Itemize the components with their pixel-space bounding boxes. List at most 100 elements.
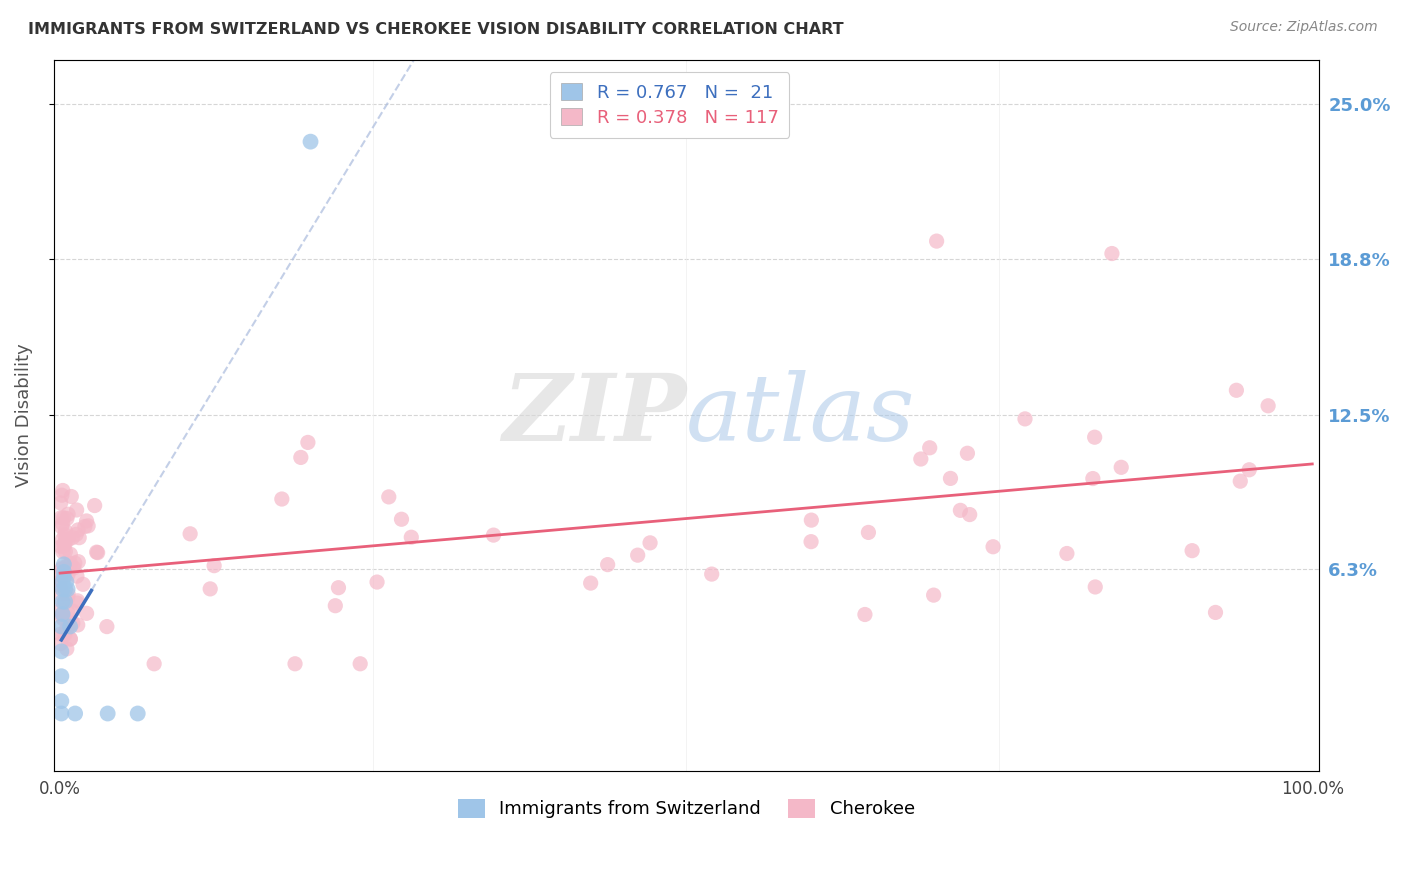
- Point: [49, 627, 72, 641]
- Point: [1181, 543, 1204, 558]
- Point: [1109, 460, 1132, 475]
- Point: [349, 657, 371, 671]
- Point: [270, 491, 292, 506]
- Point: [143, 657, 166, 671]
- Point: [66, 596, 89, 610]
- Point: [55, 533, 77, 547]
- Point: [52, 565, 75, 579]
- Point: [51, 706, 73, 721]
- Y-axis label: Vision Disability: Vision Disability: [15, 343, 32, 487]
- Point: [638, 536, 661, 550]
- Point: [949, 503, 972, 517]
- Point: [800, 534, 823, 549]
- Point: [67, 555, 90, 569]
- Point: [49, 540, 72, 554]
- Point: [401, 530, 423, 544]
- Point: [49, 580, 72, 594]
- Point: [52, 612, 75, 626]
- Point: [67, 531, 90, 545]
- Point: [981, 540, 1004, 554]
- Point: [1205, 606, 1227, 620]
- Point: [52, 627, 75, 641]
- Point: [51, 644, 73, 658]
- Point: [66, 594, 89, 608]
- Point: [1081, 471, 1104, 485]
- Point: [60, 531, 83, 545]
- Point: [55, 524, 77, 538]
- Point: [53, 537, 76, 551]
- Point: [482, 528, 505, 542]
- Point: [51, 669, 73, 683]
- Point: [1084, 430, 1107, 444]
- Text: Source: ZipAtlas.com: Source: ZipAtlas.com: [1230, 20, 1378, 34]
- Legend: Immigrants from Switzerland, Cherokee: Immigrants from Switzerland, Cherokee: [450, 792, 922, 826]
- Point: [49, 574, 72, 589]
- Point: [83, 499, 105, 513]
- Point: [59, 557, 82, 571]
- Point: [1257, 399, 1279, 413]
- Point: [922, 588, 945, 602]
- Point: [284, 657, 307, 671]
- Point: [49, 603, 72, 617]
- Point: [52, 570, 75, 584]
- Text: IMMIGRANTS FROM SWITZERLAND VS CHEROKEE VISION DISABILITY CORRELATION CHART: IMMIGRANTS FROM SWITZERLAND VS CHEROKEE …: [28, 22, 844, 37]
- Point: [853, 607, 876, 622]
- Point: [67, 523, 90, 537]
- Point: [86, 546, 108, 560]
- Point: [63, 561, 86, 575]
- Point: [66, 569, 89, 583]
- Point: [52, 483, 75, 498]
- Point: [59, 619, 82, 633]
- Point: [299, 135, 322, 149]
- Point: [700, 567, 723, 582]
- Point: [1056, 547, 1078, 561]
- Point: [60, 490, 83, 504]
- Point: [202, 558, 225, 573]
- Point: [49, 510, 72, 524]
- Point: [910, 452, 932, 467]
- Point: [56, 508, 79, 522]
- Point: [56, 582, 79, 597]
- Point: [65, 527, 87, 541]
- Point: [58, 533, 80, 547]
- Point: [53, 528, 76, 542]
- Point: [366, 575, 388, 590]
- Point: [579, 576, 602, 591]
- Point: [290, 450, 312, 465]
- Point: [51, 619, 73, 633]
- Point: [53, 627, 76, 641]
- Point: [56, 587, 79, 601]
- Point: [56, 641, 79, 656]
- Point: [77, 519, 100, 533]
- Point: [918, 441, 941, 455]
- Text: ZIP: ZIP: [502, 370, 686, 460]
- Point: [200, 582, 222, 596]
- Point: [51, 533, 73, 547]
- Point: [179, 526, 201, 541]
- Point: [127, 706, 149, 721]
- Point: [56, 511, 79, 525]
- Point: [76, 514, 98, 528]
- Point: [858, 525, 880, 540]
- Point: [72, 577, 94, 591]
- Point: [52, 607, 75, 621]
- Point: [391, 512, 413, 526]
- Point: [323, 599, 346, 613]
- Point: [52, 510, 75, 524]
- Point: [1225, 384, 1247, 398]
- Text: atlas: atlas: [686, 370, 915, 460]
- Point: [800, 513, 823, 527]
- Point: [925, 234, 948, 248]
- Point: [51, 488, 73, 502]
- Point: [959, 508, 981, 522]
- Point: [53, 594, 76, 608]
- Point: [56, 619, 79, 633]
- Point: [52, 574, 75, 589]
- Point: [76, 607, 98, 621]
- Point: [56, 591, 79, 605]
- Point: [66, 618, 89, 632]
- Point: [51, 610, 73, 624]
- Point: [56, 567, 79, 582]
- Point: [49, 587, 72, 601]
- Point: [52, 594, 75, 608]
